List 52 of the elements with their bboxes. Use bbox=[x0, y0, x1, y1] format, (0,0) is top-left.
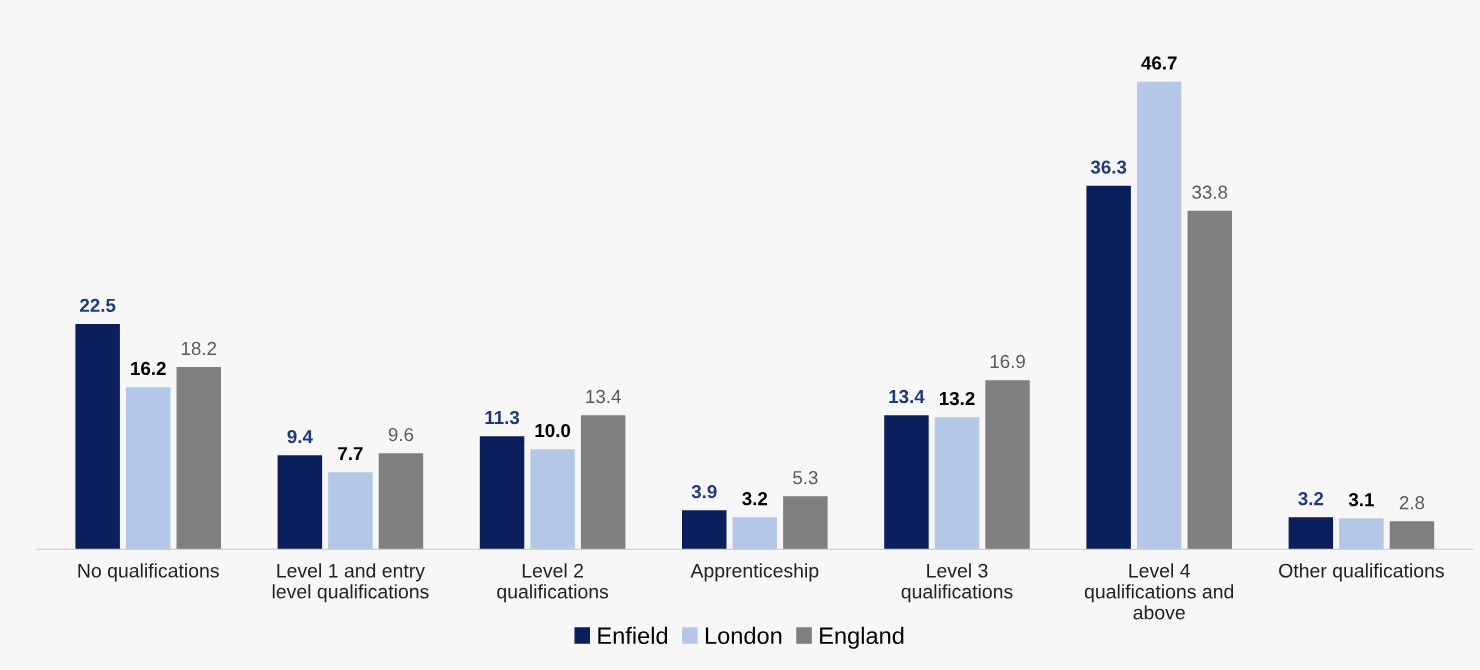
bar bbox=[277, 455, 323, 550]
data-label: 3.9 bbox=[691, 485, 717, 499]
data-label: 2.8 bbox=[1399, 496, 1425, 510]
bar bbox=[1339, 518, 1384, 550]
bar bbox=[934, 417, 980, 550]
data-label: 13.4 bbox=[889, 389, 925, 404]
data-label: 13.4 bbox=[586, 389, 621, 404]
data-label: 18.2 bbox=[181, 341, 217, 356]
bar bbox=[378, 453, 424, 550]
bar bbox=[479, 436, 525, 550]
bar bbox=[985, 380, 1030, 550]
bar bbox=[75, 324, 120, 550]
data-label: 16.9 bbox=[990, 354, 1025, 369]
data-label: 10.0 bbox=[535, 423, 571, 438]
bar bbox=[1136, 81, 1182, 550]
bar bbox=[732, 517, 778, 550]
x-tick-label: Level 2 qualifications bbox=[497, 563, 609, 603]
data-label: 22.5 bbox=[80, 298, 116, 313]
bar bbox=[1288, 517, 1334, 550]
data-label: 46.7 bbox=[1141, 56, 1177, 70]
data-label: 5.3 bbox=[793, 471, 818, 485]
data-label: 3.2 bbox=[742, 492, 768, 506]
data-label: 16.2 bbox=[131, 361, 166, 376]
legend-label: London bbox=[705, 626, 782, 645]
bar bbox=[125, 387, 171, 550]
bar bbox=[783, 496, 828, 550]
x-tick-label: Level 4 qualifications and above bbox=[1084, 563, 1234, 620]
bar bbox=[1389, 521, 1435, 550]
data-label: 33.8 bbox=[1192, 185, 1228, 199]
bar bbox=[884, 415, 929, 550]
data-label: 13.2 bbox=[939, 391, 975, 406]
x-tick-label: No qualifications bbox=[78, 563, 219, 582]
bar bbox=[1187, 210, 1232, 550]
data-label: 9.4 bbox=[287, 429, 313, 444]
legend-label: England bbox=[820, 626, 904, 649]
bar bbox=[176, 367, 221, 550]
legend-label: Enfield bbox=[598, 626, 668, 645]
bar bbox=[1086, 185, 1131, 550]
x-tick-label: Other qualifications bbox=[1279, 563, 1444, 582]
x-tick-label: Level 1 and entry level qualifications bbox=[272, 563, 429, 603]
data-label: 7.7 bbox=[338, 447, 363, 461]
bar bbox=[682, 510, 727, 550]
bar bbox=[328, 472, 373, 550]
bar bbox=[530, 449, 575, 550]
data-label: 11.3 bbox=[485, 410, 520, 425]
data-label: 3.1 bbox=[1348, 493, 1374, 507]
data-label: 3.2 bbox=[1298, 492, 1324, 506]
x-tick-label: Level 3 qualifications bbox=[901, 563, 1013, 603]
bar bbox=[580, 415, 626, 550]
data-label: 9.6 bbox=[388, 427, 414, 442]
data-label: 36.3 bbox=[1090, 160, 1127, 174]
x-tick-label: Apprenticeship bbox=[690, 563, 819, 582]
